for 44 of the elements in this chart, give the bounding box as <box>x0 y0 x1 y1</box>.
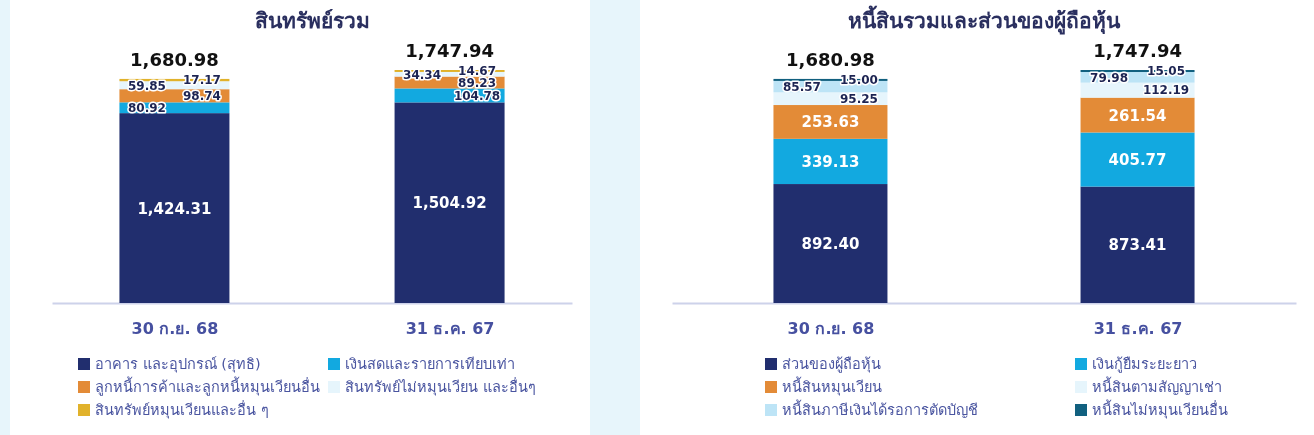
legend-label: หนี้สินไม่หมุนเวียนอื่น <box>1092 399 1228 419</box>
data-label: 892.40 <box>801 235 860 254</box>
data-label: 98.74 <box>182 89 221 104</box>
bar <box>773 138 888 185</box>
data-label: 253.63 <box>801 113 860 132</box>
data-label: 873.41 <box>1108 236 1167 255</box>
legend-label: สินทรัพย์หมุนเวียนและอื่น ๆ <box>95 400 269 419</box>
bar <box>1080 186 1195 303</box>
total-label: 1,680.98 <box>130 48 219 70</box>
legend-label: หนี้สินหมุนเวียน <box>782 376 882 396</box>
legend-label: เงินสดและรายการเทียบเท่า <box>345 356 515 372</box>
total-label: 1,747.94 <box>1093 40 1182 61</box>
legend-label: หนี้สินภาษีเงินได้รอการตัดบัญชี <box>782 399 978 418</box>
chart-title: สินทรัพย์รวม <box>254 9 370 33</box>
data-label: 405.77 <box>1108 151 1167 170</box>
data-label: 261.54 <box>1108 106 1167 125</box>
data-label: 59.85 <box>127 78 166 93</box>
legend-label: สินทรัพย์ไม่หมุนเวียน และอื่นๆ <box>345 377 536 396</box>
data-label: 1,504.92 <box>412 194 487 213</box>
data-label: 1,424.31 <box>137 199 212 218</box>
x-tick-label: 30 ก.ย. 68 <box>787 319 875 339</box>
data-label: 89.23 <box>458 76 497 91</box>
x-tick-label: 31 ธ.ค. 67 <box>1093 319 1183 339</box>
legend-label: หนี้สินตามสัญญาเช่า <box>1092 376 1222 395</box>
data-label: 79.98 <box>1090 70 1129 85</box>
data-label: 85.57 <box>782 79 821 94</box>
chart-title: หนี้สินรวมและส่วนของผู้ถือหุ้น <box>848 5 1121 35</box>
data-label: 104.78 <box>453 88 501 103</box>
bar <box>773 184 888 303</box>
data-label: 339.13 <box>801 152 860 171</box>
bar <box>1080 132 1195 187</box>
data-label: 112.19 <box>1142 83 1190 98</box>
bar <box>119 113 230 303</box>
legend-label: อาคาร และอุปกรณ์ (สุทธิ) <box>95 356 261 373</box>
data-label: 95.25 <box>839 91 878 106</box>
legend-label: ส่วนของผู้ถือหุ้น <box>782 356 881 373</box>
total-label: 1,680.98 <box>786 48 875 70</box>
legend-label: ลูกหนี้การค้าและลูกหนี้หมุนเวียนอื่น <box>95 376 320 396</box>
x-tick-label: 31 ธ.ค. 67 <box>405 319 495 339</box>
data-label: 80.92 <box>127 101 166 116</box>
x-tick-label: 30 ก.ย. 68 <box>131 319 219 339</box>
legend-label: เงินกู้ยืมระยะยาว <box>1092 356 1197 373</box>
total-label: 1,747.94 <box>405 40 494 61</box>
bar <box>394 102 505 303</box>
